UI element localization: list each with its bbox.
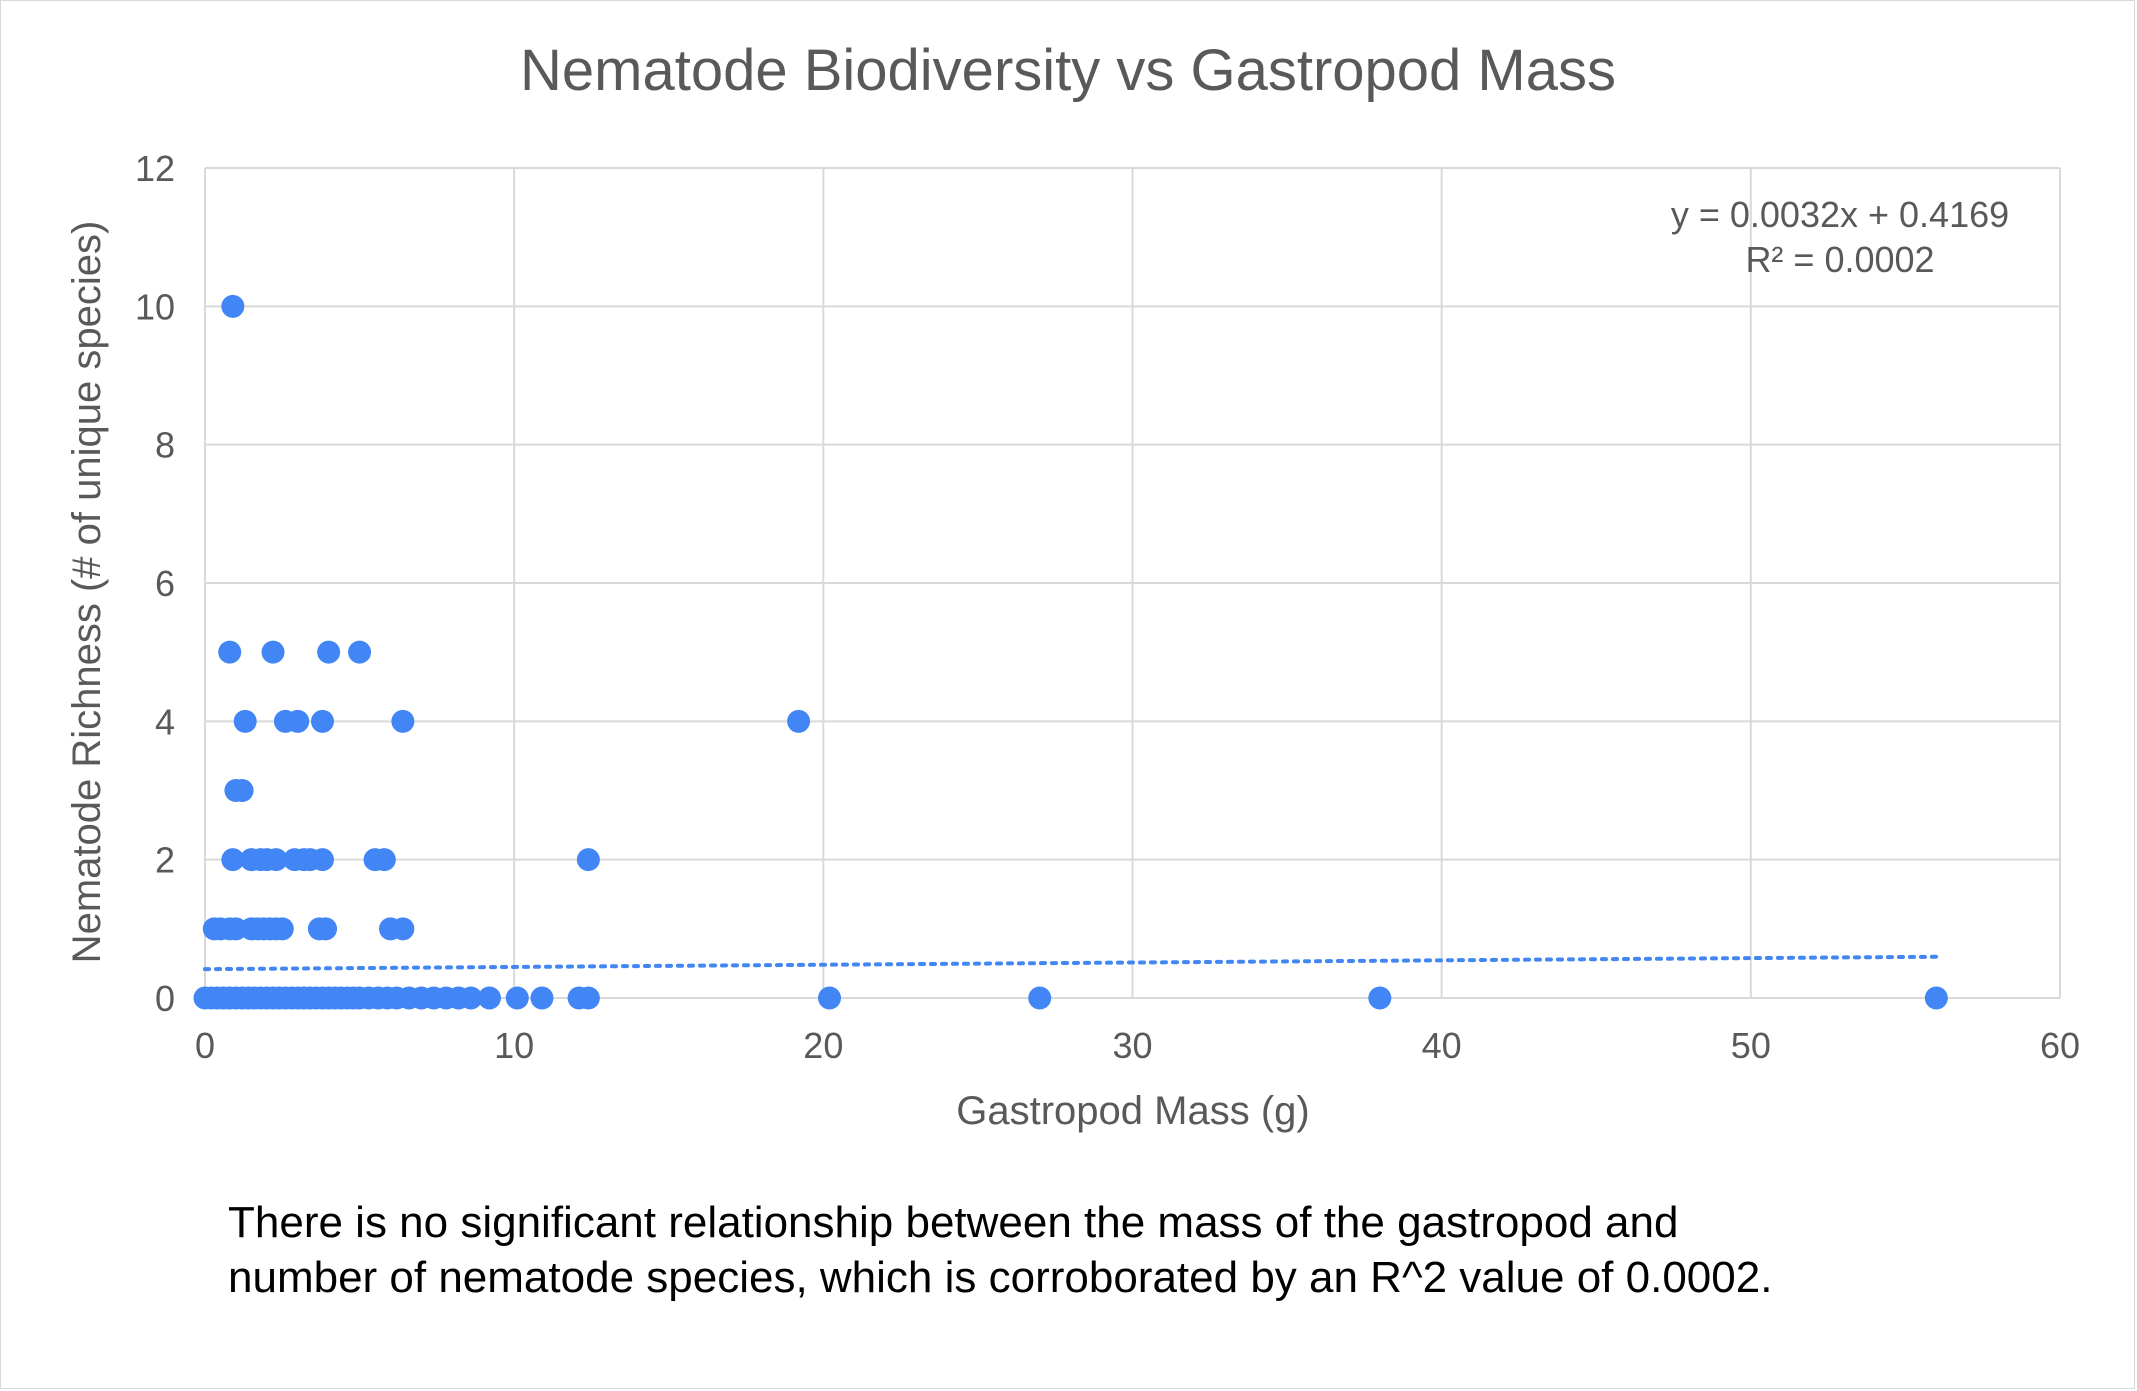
data-point [270,917,294,941]
data-point [505,986,529,1010]
caption: There is no significant relationship bet… [228,1195,2078,1305]
data-point [317,640,341,664]
x-axis-title: Gastropod Mass (g) [956,1089,1309,1133]
data-point [264,848,288,872]
data-point [233,709,257,733]
data-point [818,986,842,1010]
data-point [576,986,600,1010]
data-point [218,640,242,664]
data-point [372,848,396,872]
data-point [314,917,338,941]
data-point [1028,986,1052,1010]
data-point [391,917,415,941]
data-point [310,848,334,872]
data-point [1368,986,1392,1010]
y-tick-label: 2 [155,840,175,881]
x-tick-label: 0 [195,1025,215,1066]
x-tick-label: 40 [1422,1025,1462,1066]
x-tick-label: 10 [494,1025,534,1066]
x-tick-label: 50 [1731,1025,1771,1066]
data-point [530,986,554,1010]
data-points [193,294,1948,1010]
data-point [221,294,245,318]
y-tick-label: 8 [155,425,175,466]
x-tick-label: 20 [803,1025,843,1066]
trendline-equation: y = 0.0032x + 0.4169 [1671,194,2009,235]
data-point [1924,986,1948,1010]
y-tick-label: 6 [155,563,175,604]
y-tick-label: 0 [155,978,175,1019]
axes: 0 2 4 6 8 10 12 0 10 20 30 40 50 60 [135,148,2080,1066]
data-point [787,709,811,733]
data-point [261,640,285,664]
y-tick-label: 4 [155,701,175,742]
data-point [459,986,483,1010]
trendline-path [203,954,1939,972]
data-point [348,640,372,664]
r-squared-label: R² = 0.0002 [1745,239,1934,280]
y-axis-title: Nematode Richness (# of unique species) [65,221,109,964]
y-tick-label: 12 [135,148,175,189]
data-point [576,848,600,872]
x-tick-label: 30 [1112,1025,1152,1066]
caption-line-2: number of nematode species, which is cor… [228,1253,1773,1302]
trendline [203,954,1939,972]
data-point [391,709,415,733]
x-tick-label: 60 [2040,1025,2080,1066]
data-point [230,779,254,802]
y-tick-label: 10 [135,286,175,327]
caption-line-1: There is no significant relationship bet… [228,1198,1679,1247]
gridlines [204,167,2061,999]
data-point [310,709,334,733]
data-point [221,848,245,872]
data-point [286,709,310,733]
data-point [477,986,501,1010]
chart-title: Nematode Biodiversity vs Gastropod Mass [520,38,1616,103]
